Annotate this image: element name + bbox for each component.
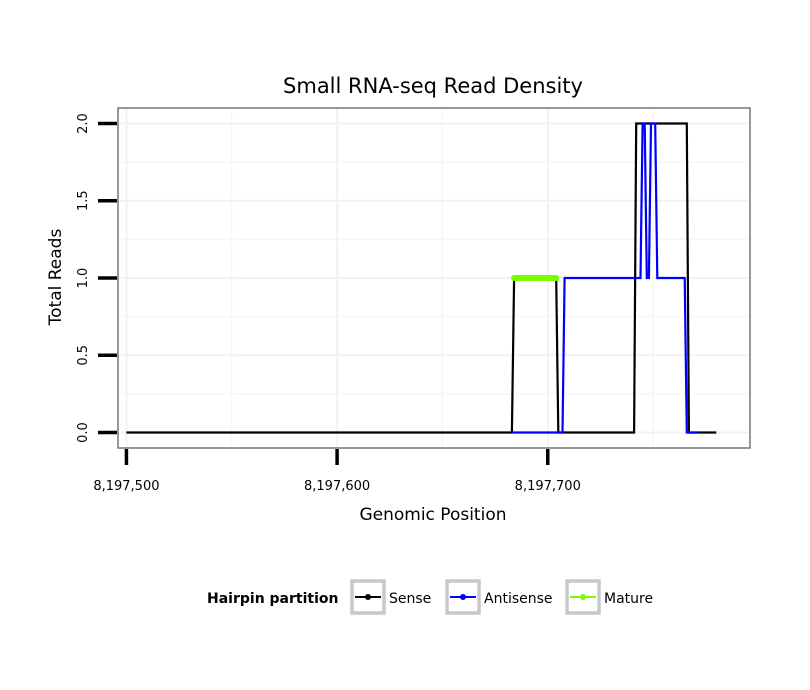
y-tick-label: 1.0 [76,268,91,289]
series-layer [126,122,717,434]
series-line-sense [126,122,717,434]
legend-title: Hairpin partition [207,591,338,607]
legend-label-sense: Sense [389,591,431,607]
x-axis-label: Genomic Position [359,505,506,525]
y-axis: 0.0 0.5 1.0 1.5 2.0 [76,113,117,443]
legend-key-sense [350,579,386,615]
x-tick-label: 8,197,500 [93,479,159,494]
y-tick-label: 2.0 [76,113,91,134]
legend-key-dot [580,594,586,600]
chart-title: Small RNA-seq Read Density [283,74,583,98]
series-line-antisense [511,122,698,434]
legend-key-antisense [445,579,481,615]
legend-label-mature: Mature [604,591,653,607]
legend-label-antisense: Antisense [484,591,553,607]
legend-key-mature [565,579,601,615]
x-axis: 8,197,500 8,197,600 8,197,700 [93,449,581,494]
legend: Hairpin partition Sense Antisense Mature [207,579,653,615]
y-tick-label: 0.0 [76,422,91,443]
legend-key-dot [460,594,466,600]
y-tick-label: 1.5 [76,190,91,211]
x-tick-label: 8,197,600 [304,479,370,494]
x-tick-label: 8,197,700 [515,479,581,494]
panel-border [117,107,751,449]
y-tick-label: 0.5 [76,345,91,366]
y-axis-label: Total Reads [46,229,66,327]
legend-key-dot [365,594,371,600]
